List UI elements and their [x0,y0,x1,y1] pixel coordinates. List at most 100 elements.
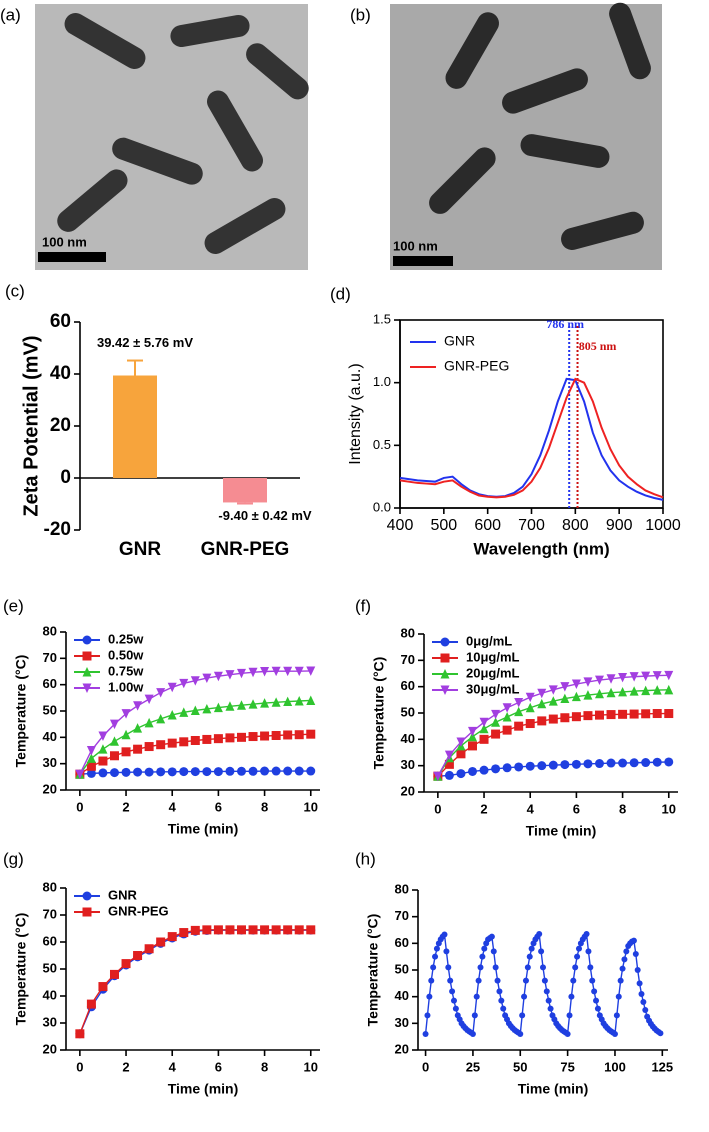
y-tick-label: 50 [43,960,57,975]
marker [179,737,189,747]
legend-label: 0.75w [108,663,144,678]
marker [548,696,558,706]
marker [540,964,546,971]
marker [271,730,281,740]
marker [574,953,581,960]
x-tick-label: 400 [387,517,414,534]
x-tick-label: 0 [76,1059,83,1074]
marker [121,959,131,969]
marker [619,965,626,972]
y-tick-label: 40 [50,363,71,384]
marker [444,759,454,769]
marker [494,977,501,984]
marker [248,667,258,678]
marker [571,691,581,702]
marker [593,997,600,1004]
marker [121,767,131,777]
marker [479,723,489,734]
marker [618,758,628,768]
x-tick-label: 75 [560,1059,574,1074]
marker [514,721,524,731]
marker [594,759,604,769]
marker [449,988,456,995]
marker [560,760,570,770]
marker [271,697,281,707]
marker [86,753,96,763]
marker [652,757,662,767]
marker [606,758,616,768]
marker [467,766,477,776]
marker [568,993,575,1000]
marker [294,696,304,706]
y-tick-label: 80 [43,879,57,894]
marker [202,925,212,935]
marker [441,931,448,938]
marker [443,948,450,955]
marker [156,740,166,750]
marker [491,717,501,727]
y-tick-label: 20 [50,415,71,436]
marker [629,686,639,696]
marker [260,766,270,776]
marker [526,953,533,960]
legend-label: GNR [108,887,138,902]
y-tick-label: 70 [43,650,57,665]
marker [606,674,616,684]
y-tick-label: 70 [401,652,415,667]
x-axis-label: Wavelength (nm) [473,539,609,558]
marker [611,1031,618,1037]
marker [167,767,177,777]
marker [424,1012,431,1019]
peak-label: 805 nm [579,339,617,353]
y-tick-label: 30 [401,757,415,772]
marker [440,637,450,647]
marker [133,701,143,711]
y-tick-label: 0 [60,467,71,488]
marker [82,907,92,917]
y-tick-label: 80 [395,881,409,896]
marker [522,977,529,984]
y-tick-label: 80 [401,625,415,640]
legend-label: 10μg/mL [466,649,520,664]
marker [548,714,558,724]
series-line [79,929,311,1035]
marker [583,759,593,769]
x-tick-label: 2 [122,1059,129,1074]
y-tick-label: 1.5 [373,311,391,326]
marker [179,678,189,689]
marker [475,977,482,984]
marker [202,673,212,684]
marker [502,763,512,773]
marker [98,768,108,778]
marker [444,770,454,780]
marker [167,710,177,720]
marker [98,982,108,992]
y-tick-label: 60 [401,678,415,693]
x-tick-label: 4 [527,801,535,816]
scale-bar-label: 100 nm [393,238,438,253]
y-tick-label: 0.0 [373,499,391,514]
marker [500,1005,507,1012]
marker [121,709,131,719]
x-tick-label: 900 [606,517,633,534]
marker [98,731,108,741]
marker [652,709,662,719]
marker [618,709,628,719]
legend-label: GNR-PEG [444,358,509,374]
marker [109,969,119,979]
marker [260,667,270,677]
marker [615,993,622,1000]
y-tick-label: 40 [395,988,409,1003]
marker [225,670,235,680]
marker [213,734,223,744]
marker [517,1031,524,1037]
marker [585,948,592,955]
marker [545,997,552,1004]
marker [450,997,457,1004]
marker [121,747,131,757]
y-tick-label: 30 [43,755,57,770]
marker [144,694,154,705]
legend-label: 30μg/mL [466,681,520,696]
marker [502,703,512,713]
y-axis-label: Temperature (°C) [365,914,381,1027]
